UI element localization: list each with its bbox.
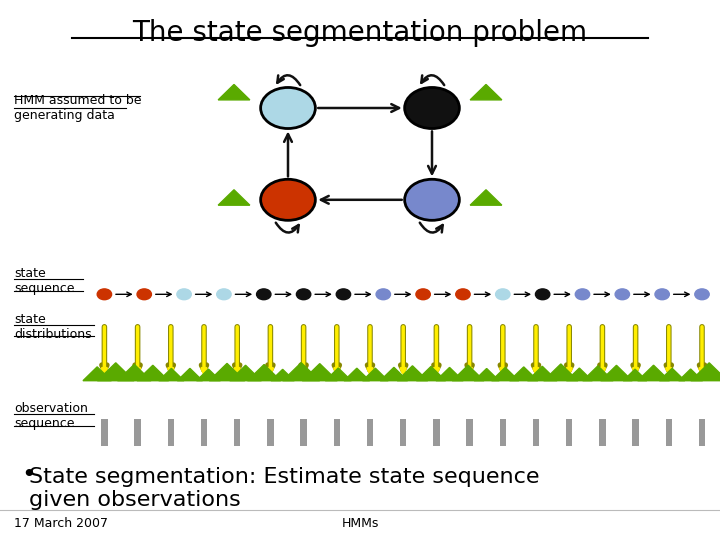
Circle shape [261, 179, 315, 220]
Polygon shape [436, 367, 463, 381]
Polygon shape [380, 367, 408, 381]
Polygon shape [470, 84, 502, 100]
Bar [168, 418, 174, 445]
Circle shape [695, 289, 709, 300]
Bar [267, 418, 274, 445]
Text: HMMs: HMMs [341, 517, 379, 530]
Text: 17 March 2007: 17 March 2007 [14, 517, 109, 530]
Bar [632, 418, 639, 445]
Bar [234, 418, 240, 445]
Polygon shape [197, 369, 220, 381]
Circle shape [456, 289, 470, 300]
Polygon shape [83, 367, 112, 381]
Polygon shape [325, 368, 351, 381]
Polygon shape [452, 365, 484, 381]
Polygon shape [416, 367, 446, 381]
Circle shape [336, 289, 351, 300]
Bar [433, 418, 440, 445]
Text: HMM assumed to be
generating data: HMM assumed to be generating data [14, 94, 142, 123]
Bar [467, 418, 473, 445]
Bar [566, 418, 572, 445]
Polygon shape [97, 363, 134, 381]
Circle shape [575, 289, 590, 300]
Bar [333, 418, 340, 445]
Circle shape [261, 87, 315, 129]
Text: state
distributions: state distributions [14, 313, 92, 341]
Circle shape [495, 289, 510, 300]
Polygon shape [474, 368, 499, 381]
Polygon shape [492, 367, 519, 381]
Polygon shape [137, 365, 168, 381]
Circle shape [405, 87, 459, 129]
Circle shape [405, 179, 459, 220]
Text: •: • [22, 463, 36, 487]
Polygon shape [363, 368, 388, 381]
Polygon shape [210, 363, 245, 381]
Circle shape [376, 289, 390, 300]
Polygon shape [470, 190, 502, 205]
Polygon shape [177, 368, 202, 381]
Polygon shape [679, 369, 703, 381]
Polygon shape [271, 369, 294, 381]
Circle shape [137, 289, 151, 300]
Polygon shape [544, 364, 578, 381]
Polygon shape [158, 368, 184, 381]
Circle shape [217, 289, 231, 300]
Polygon shape [638, 365, 670, 381]
Polygon shape [248, 364, 281, 381]
Circle shape [615, 289, 629, 300]
Polygon shape [660, 368, 685, 381]
Polygon shape [218, 84, 250, 100]
Bar [300, 418, 307, 445]
Polygon shape [582, 366, 613, 381]
Text: State segmentation: Estimate state sequence
given observations: State segmentation: Estimate state seque… [29, 467, 539, 510]
Bar [400, 418, 406, 445]
Polygon shape [567, 368, 593, 381]
Polygon shape [510, 367, 538, 381]
Bar [665, 418, 672, 445]
Circle shape [297, 289, 311, 300]
Bar [201, 418, 207, 445]
Circle shape [256, 289, 271, 300]
Polygon shape [344, 368, 369, 381]
Polygon shape [397, 366, 428, 381]
Polygon shape [218, 190, 250, 205]
Bar [135, 418, 141, 445]
Bar [698, 418, 706, 445]
Bar [533, 418, 539, 445]
Polygon shape [230, 365, 261, 381]
Polygon shape [302, 363, 337, 381]
Polygon shape [600, 365, 632, 381]
Bar [366, 418, 373, 445]
Circle shape [655, 289, 670, 300]
Circle shape [177, 289, 192, 300]
Polygon shape [624, 369, 647, 381]
Text: The state segmentation problem: The state segmentation problem [132, 19, 588, 47]
Text: state
sequence: state sequence [14, 267, 75, 295]
Polygon shape [117, 364, 151, 381]
Circle shape [536, 289, 550, 300]
Polygon shape [691, 363, 720, 381]
Polygon shape [528, 366, 557, 381]
Bar [599, 418, 606, 445]
Polygon shape [283, 363, 320, 381]
Bar [500, 418, 506, 445]
Text: observation
sequence: observation sequence [14, 402, 89, 430]
Circle shape [97, 289, 112, 300]
Bar [101, 418, 108, 445]
Circle shape [416, 289, 431, 300]
